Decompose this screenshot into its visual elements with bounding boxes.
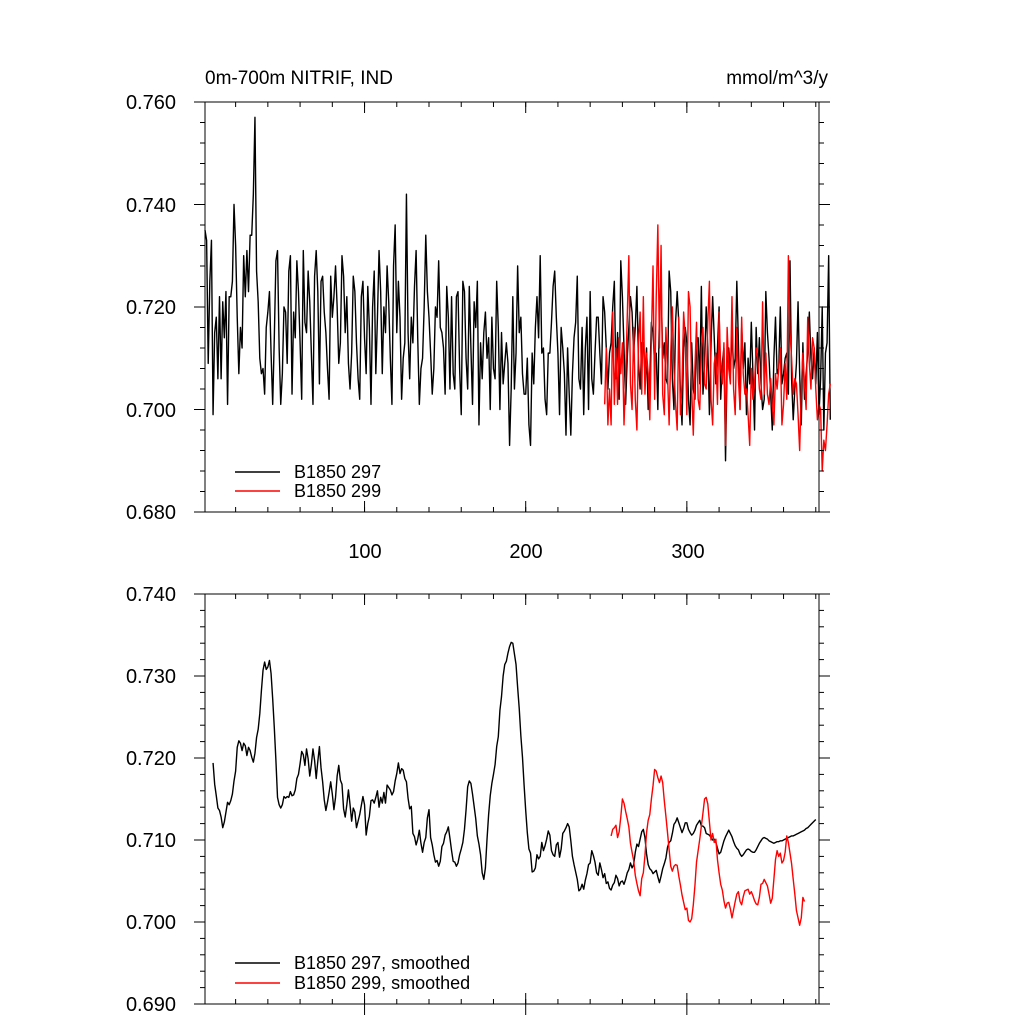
bottom-ytick-label: 0.700 [126, 912, 176, 934]
bottom-axis-ticks [194, 593, 830, 1015]
bottom-ytick-label: 0.710 [126, 830, 176, 852]
bottom-ytick-labels: 0.690 0.700 0.710 0.720 0.730 0.740 [126, 584, 176, 1016]
top-xtick-label: 300 [671, 541, 704, 563]
top-ytick-label: 0.760 [126, 92, 176, 114]
top-panel: 0m-700m NITRIF, IND mmol/m^3/y 0.680 0.7… [126, 68, 831, 563]
top-ytick-label: 0.680 [126, 502, 176, 524]
bottom-series-line-0 [212, 641, 817, 892]
bottom-ytick-label: 0.720 [126, 748, 176, 770]
bottom-legend: B1850 297, smoothed B1850 299, smoothed [235, 953, 470, 993]
bottom-ytick-label: 0.740 [126, 584, 176, 606]
top-series-lines [204, 116, 831, 472]
bottom-legend-label-299: B1850 299, smoothed [294, 973, 470, 993]
top-chart-title: 0m-700m NITRIF, IND [205, 68, 393, 89]
top-series-line-0 [204, 116, 831, 462]
top-ytick-label: 0.700 [126, 400, 176, 422]
top-legend-label-297: B1850 297 [294, 462, 381, 482]
top-ytick-label: 0.720 [126, 297, 176, 319]
bottom-ytick-label: 0.690 [126, 994, 176, 1016]
top-xtick-label: 200 [509, 541, 542, 563]
top-xtick-labels: 100 200 300 [348, 541, 704, 563]
bottom-series-line-1 [610, 768, 806, 926]
bottom-legend-label-297: B1850 297, smoothed [294, 953, 470, 973]
top-chart-units: mmol/m^3/y [726, 68, 828, 89]
bottom-panel: 0.690 0.700 0.710 0.720 0.730 0.740 B185… [126, 584, 830, 1016]
top-series-line-1 [603, 224, 831, 472]
bottom-plot-frame [204, 593, 820, 1005]
bottom-ytick-label: 0.730 [126, 666, 176, 688]
top-ytick-labels: 0.680 0.700 0.720 0.740 0.760 [126, 92, 176, 524]
top-ytick-label: 0.740 [126, 195, 176, 217]
top-legend: B1850 297 B1850 299 [235, 462, 381, 501]
top-legend-label-299: B1850 299 [294, 481, 381, 501]
bottom-series-lines [212, 641, 817, 926]
top-axis-ticks [194, 101, 830, 513]
top-xtick-label: 100 [348, 541, 381, 563]
